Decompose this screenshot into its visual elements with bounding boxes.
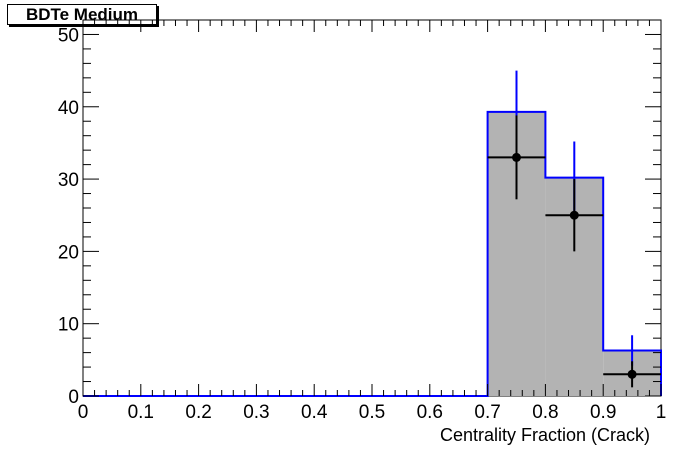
x-tick-label: 0.2 xyxy=(185,402,211,423)
axis-ticks xyxy=(82,19,662,397)
x-tick-label: 0.7 xyxy=(474,402,500,423)
y-tick-label: 30 xyxy=(58,170,79,191)
y-tick-label: 20 xyxy=(58,242,79,263)
x-tick-label: 0.4 xyxy=(301,402,328,423)
y-tick-label: 10 xyxy=(58,315,79,336)
data-points xyxy=(487,115,661,388)
data-point xyxy=(512,152,521,162)
y-tick-label: 0 xyxy=(68,387,79,408)
y-tick-label: 40 xyxy=(58,98,79,119)
x-tick-label: 0.9 xyxy=(590,402,616,423)
data-point xyxy=(569,210,579,220)
x-tick-label: 0.3 xyxy=(243,402,269,423)
y-tick-label: 50 xyxy=(58,25,79,46)
x-tick-label: 0.1 xyxy=(128,402,154,423)
x-axis-label: Centrality Fraction (Crack) xyxy=(440,425,650,445)
x-tick-label: 0.5 xyxy=(359,402,385,423)
data-point xyxy=(627,369,637,379)
x-tick-label: 1 xyxy=(656,402,667,423)
x-tick-label: 0.6 xyxy=(417,402,443,423)
chart-title: BDTe Medium xyxy=(7,4,157,25)
x-tick-label: 0 xyxy=(78,402,89,423)
x-tick-label: 0.8 xyxy=(532,402,558,423)
